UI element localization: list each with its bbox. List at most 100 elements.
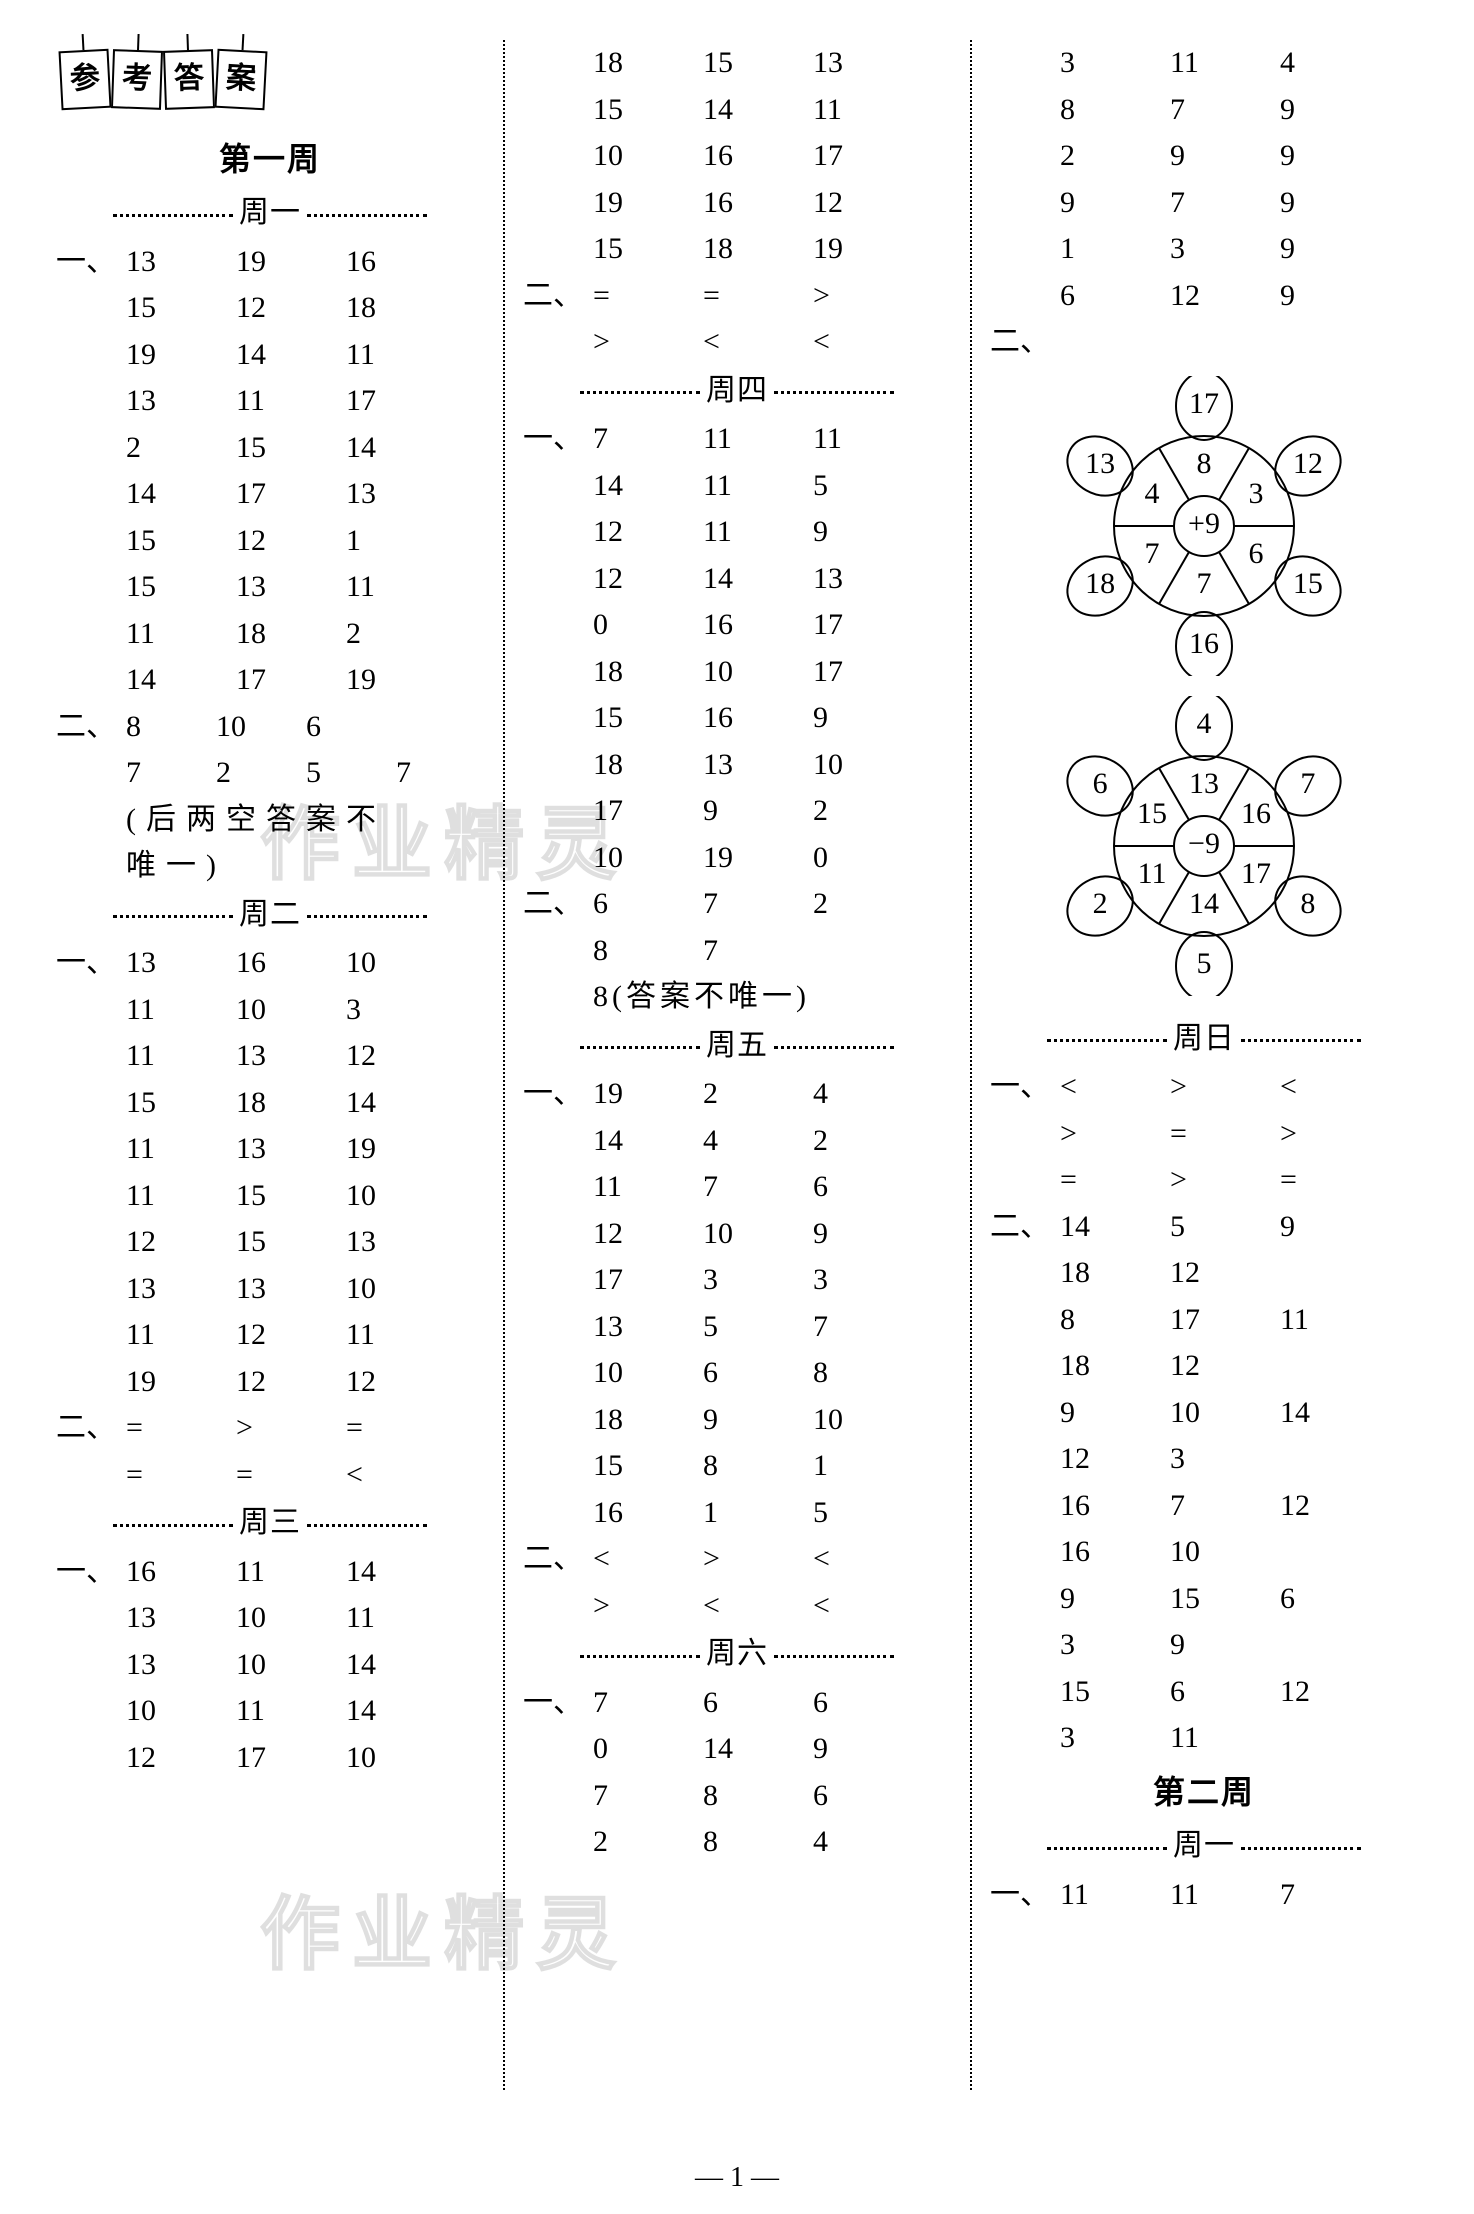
question-label — [56, 750, 126, 797]
answer-cell: 16 — [346, 239, 456, 286]
answer-cell: 7 — [703, 881, 813, 928]
svg-text:7: 7 — [1145, 536, 1160, 569]
answer-cell: 8 — [703, 1819, 813, 1866]
answer-cell: 9 — [813, 1211, 923, 1258]
answer-cell: 2 — [1060, 133, 1170, 180]
answer-row: 1812 — [984, 1250, 1424, 1297]
answer-cell: 2 — [703, 1071, 813, 1118]
answer-cell: 11 — [126, 987, 236, 1034]
question-label — [523, 695, 593, 742]
answer-cell: 12 — [1170, 1250, 1280, 1297]
answer-cell: 14 — [236, 332, 346, 379]
answer-cell: 12 — [1170, 1343, 1280, 1390]
question-label — [56, 1219, 126, 1266]
answer-cell: 5 — [813, 1490, 923, 1537]
answer-cell: 13 — [346, 1219, 456, 1266]
answer-cell: = — [1170, 1111, 1280, 1158]
answer-cell: 7 — [1170, 180, 1280, 227]
answer-cell: 18 — [1060, 1250, 1170, 1297]
answer-cell: 12 — [813, 180, 923, 227]
answer-row: 一、161114 — [50, 1549, 490, 1596]
answer-row: 一、<>< — [984, 1064, 1424, 1111]
question-label: 二、 — [523, 881, 593, 928]
answer-row: 131011 — [50, 1595, 490, 1642]
answer-cell: 14 — [346, 1549, 456, 1596]
day-fri: 周五 — [517, 1023, 957, 1070]
answer-row: 87 — [517, 928, 957, 975]
svg-text:+9: +9 — [1188, 506, 1220, 539]
answer-cell: 6 — [703, 1680, 813, 1727]
question-label — [990, 1111, 1060, 1158]
answer-cell: 13 — [126, 1595, 236, 1642]
answer-cell: 9 — [1060, 180, 1170, 227]
answer-cell: 18 — [593, 742, 703, 789]
answer-row: 一、71111 — [517, 416, 957, 463]
answer-cell: 11 — [126, 1312, 236, 1359]
question-label: 二、 — [523, 273, 593, 320]
answer-cell: 11 — [346, 564, 456, 611]
day-tue: 周二 — [50, 892, 490, 939]
answer-row: 111312 — [50, 1033, 490, 1080]
answer-row: ><< — [517, 1583, 957, 1630]
question-label — [523, 1304, 593, 1351]
question-label: 二、 — [990, 1204, 1060, 1251]
answer-cell: 14 — [593, 1118, 703, 1165]
answer-cell: 11 — [703, 416, 813, 463]
answer-cell: 14 — [1280, 1390, 1390, 1437]
answer-cell: 18 — [236, 1080, 346, 1127]
answer-cell: 17 — [346, 378, 456, 425]
answer-row: 15169 — [517, 695, 957, 742]
answer-cell: 17 — [236, 657, 346, 704]
question-label — [56, 471, 126, 518]
question-label — [990, 1715, 1060, 1762]
answer-row: 141713 — [50, 471, 490, 518]
answer-cell: 10 — [236, 1595, 346, 1642]
answer-row: 1610 — [984, 1529, 1424, 1576]
answer-cell: 11 — [126, 611, 236, 658]
answer-cell: 9 — [813, 1726, 923, 1773]
note-text: (后两空答案不 — [50, 797, 490, 844]
answer-row: 15121 — [50, 518, 490, 565]
answer-cell: 5 — [703, 1304, 813, 1351]
svg-text:15: 15 — [1293, 566, 1323, 599]
question-label — [523, 835, 593, 882]
answer-cell: 10 — [593, 835, 703, 882]
answer-cell: 11 — [346, 1312, 456, 1359]
day-mon: 周一 — [984, 1823, 1424, 1870]
answer-cell: 11 — [236, 1688, 346, 1735]
answer-cell: 9 — [1060, 1576, 1170, 1623]
question-label: 二、 — [990, 319, 1060, 366]
answer-cell: 14 — [346, 425, 456, 472]
answer-cell: 14 — [703, 1726, 813, 1773]
answer-row: 18910 — [517, 1397, 957, 1444]
answer-row: 139 — [984, 226, 1424, 273]
question-label — [523, 1350, 593, 1397]
question-label — [990, 1297, 1060, 1344]
answer-cell: 12 — [593, 1211, 703, 1258]
question-label — [523, 226, 593, 273]
answer-row: 81711 — [984, 1297, 1424, 1344]
answer-row: 一、1924 — [517, 1071, 957, 1118]
answer-cell: = — [346, 1405, 456, 1452]
answer-cell: 12 — [1170, 273, 1280, 320]
answer-row: 786 — [517, 1773, 957, 1820]
answer-cell: 14 — [703, 556, 813, 603]
question-label — [990, 133, 1060, 180]
day-mon: 周一 — [50, 190, 490, 237]
question-label — [523, 40, 593, 87]
answer-cell: 7 — [126, 750, 216, 797]
answer-cell: 8 — [126, 704, 216, 751]
question-label — [56, 1266, 126, 1313]
answer-cell: 8 — [813, 1350, 923, 1397]
answer-cell: 3 — [813, 1257, 923, 1304]
answer-cell: < — [346, 1452, 456, 1499]
question-label — [56, 657, 126, 704]
answer-cell: 7 — [593, 1680, 703, 1727]
answer-cell: 12 — [126, 1219, 236, 1266]
answer-cell: 13 — [126, 239, 236, 286]
question-label — [523, 1118, 593, 1165]
answer-row: 14115 — [517, 463, 957, 510]
answer-row: 191411 — [50, 332, 490, 379]
answer-cell: 13 — [813, 556, 923, 603]
answer-row: 151814 — [50, 1080, 490, 1127]
